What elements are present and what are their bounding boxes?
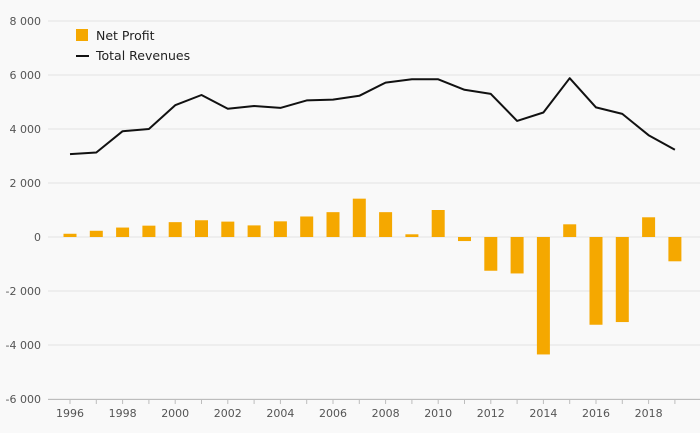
y-tick-label: 6 000 [10, 69, 42, 82]
net-profit-bar-2001 [195, 220, 208, 237]
y-tick-label: 2 000 [10, 177, 42, 190]
net-profit-bar-2003 [247, 225, 261, 237]
net-profit-bar-2019 [668, 237, 682, 262]
net-profit-bar-2008 [379, 212, 393, 237]
y-axis: 8 000 6 000 4 000 2 000 0 -2 000 -4 000 -6 000 [6, 15, 41, 406]
y-tick-label: 0 [34, 231, 41, 244]
x-tick-label: 1998 [109, 407, 137, 420]
x-tick-label: 2008 [372, 407, 400, 420]
net-profit-bar-2009 [405, 234, 419, 237]
y-tick-label: 8 000 [10, 15, 42, 28]
net-profit-bar-2006 [326, 212, 340, 237]
net-profit-bar-2017 [615, 237, 629, 323]
x-tick-label: 2014 [529, 407, 557, 420]
legend-label-total-revenues: Total Revenues [95, 48, 190, 63]
net-profit-bars [63, 198, 682, 355]
net-profit-bar-2018 [642, 217, 656, 237]
x-tick-label: 2004 [266, 407, 294, 420]
x-tick-label: 1996 [56, 407, 84, 420]
grid [48, 20, 700, 400]
x-tick-label: 2002 [214, 407, 242, 420]
total-revenues-line [69, 77, 676, 156]
net-profit-bar-2004 [273, 221, 287, 237]
y-tick-label: 4 000 [10, 123, 42, 136]
net-profit-bar-1998 [116, 227, 130, 237]
net-profit-bar-2010 [431, 210, 445, 237]
net-profit-bar-2014 [536, 237, 550, 355]
y-tick-label: -6 000 [6, 393, 41, 406]
net-profit-bar-2002 [221, 221, 235, 237]
y-tick-label: -2 000 [6, 285, 41, 298]
net-profit-bar-1997 [89, 230, 103, 237]
legend-swatch-net-profit [76, 29, 88, 41]
net-profit-bar-2011 [458, 237, 471, 242]
net-profit-bar-2015 [563, 224, 577, 237]
net-profit-bar-2005 [300, 216, 314, 237]
net-profit-bar-1996 [63, 233, 77, 237]
x-axis: 1996 1998 2000 2002 2004 2006 2008 2010 2012 2014… [48, 399, 700, 420]
x-tick-label: 2010 [424, 407, 452, 420]
net-profit-bar-2000 [168, 222, 182, 237]
net-profit-bar-2013 [510, 237, 524, 274]
x-tick-label: 2018 [635, 407, 663, 420]
net-profit-bar-2007 [352, 198, 366, 237]
x-tick-label: 2000 [161, 407, 189, 420]
net-profit-bar-2016 [589, 237, 603, 325]
net-profit-bar-1999 [142, 225, 156, 237]
y-tick-label: -4 000 [6, 339, 41, 352]
net-profit-bar-2012 [484, 237, 498, 271]
legend: Net Profit Total Revenues [76, 28, 190, 63]
x-tick-label: 2012 [477, 407, 505, 420]
legend-label-net-profit: Net Profit [96, 28, 155, 43]
x-tick-label: 2016 [582, 407, 610, 420]
x-tick-label: 2006 [319, 407, 347, 420]
